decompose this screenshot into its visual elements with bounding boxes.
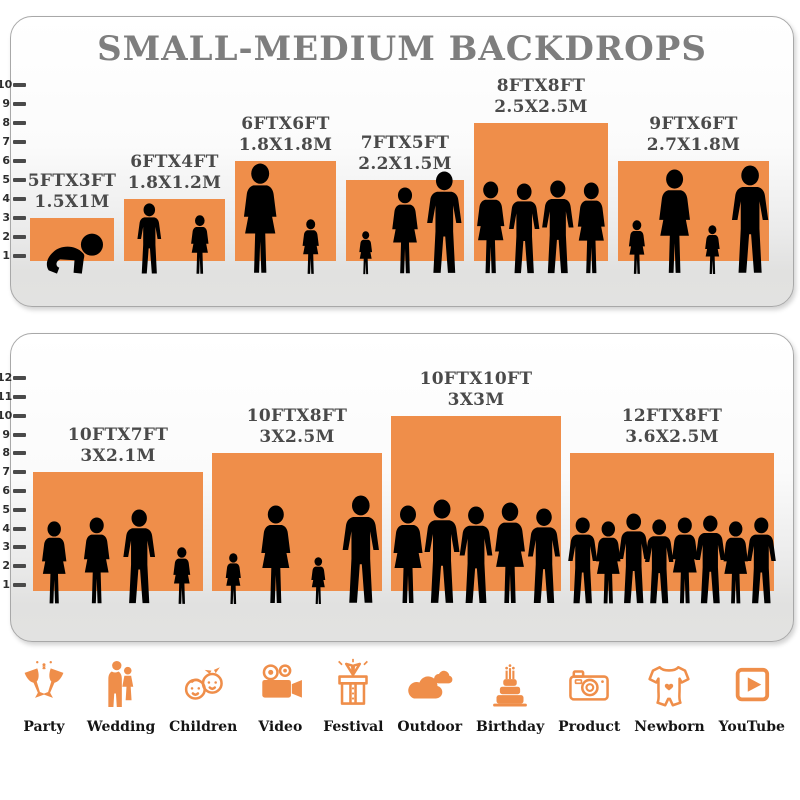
y-axis-tick-label: 7 — [2, 135, 10, 148]
y-axis-tick-label: 4 — [2, 522, 10, 535]
category-label: YouTube — [718, 719, 785, 735]
category-youtube: YouTube — [719, 657, 785, 735]
backdrop-size-label: 10FTX8FT 3X2.5M — [246, 406, 348, 447]
backdrop-size-label: 6FTX6FT 1.8X1.8M — [238, 114, 333, 155]
page-title: SMALL-MEDIUM BACKDROPS — [97, 29, 707, 69]
y-axis-tick-label: 2 — [2, 559, 10, 572]
category-label: Wedding — [86, 719, 156, 735]
y-axis-tick — [13, 254, 26, 258]
backdrop-bar — [570, 453, 774, 591]
backdrop-size-label: 6FTX4FT 1.8X1.2M — [127, 152, 222, 193]
product-icon — [562, 657, 616, 713]
y-axis-tick — [13, 216, 26, 220]
y-axis-tick — [13, 83, 26, 87]
y-axis-tick-label: 6 — [2, 154, 10, 167]
category-label: Newborn — [634, 719, 705, 735]
large-backdrops-panel: 1 2 3 4 5 6 7 8 9 10 11 12 10FTX7FT 3X2.1M 10FTX8FT 3X2… — [0, 333, 794, 642]
backdrop-size-label: 8FTX8FT 2.5X2.5M — [494, 76, 588, 117]
y-axis-tick — [13, 121, 26, 125]
backdrop-size-label: 7FTX5FT 2.2X1.5M — [358, 133, 452, 174]
y-axis-tick — [13, 433, 26, 437]
y-axis-tick — [13, 197, 26, 201]
category-label: Birthday — [476, 719, 545, 735]
y-axis-tick-label: 8 — [2, 116, 10, 129]
backdrop-bar — [346, 180, 464, 261]
backdrop-bar — [33, 472, 203, 591]
category-label: Party — [23, 719, 65, 735]
y-axis-tick — [13, 376, 26, 380]
y-axis-tick-label: 12 — [0, 371, 13, 384]
backdrop-bar — [391, 416, 561, 591]
backdrop-bar — [212, 453, 382, 591]
backdrop-size-label: 5FTX3FT 1.5X1M — [27, 171, 117, 212]
backdrop-bar — [474, 123, 608, 261]
y-axis-tick — [13, 564, 26, 568]
backdrop-bar — [235, 161, 336, 261]
y-axis-tick — [13, 489, 26, 493]
y-axis-tick-label: 11 — [0, 390, 13, 403]
party-icon — [17, 657, 71, 713]
wedding-icon — [94, 657, 148, 713]
y-axis-tick-label: 3 — [2, 211, 10, 224]
backdrop-size-label: 9FTX6FT 2.7X1.8M — [646, 114, 741, 155]
outdoor-icon — [403, 657, 457, 713]
backdrop-bar — [618, 161, 769, 261]
y-axis-tick — [13, 235, 26, 239]
y-axis-tick-label: 5 — [2, 503, 10, 516]
category-label: Product — [558, 719, 621, 735]
y-axis-tick — [13, 508, 26, 512]
category-label: Video — [258, 719, 303, 735]
category-outdoor: Outdoor — [397, 657, 462, 735]
y-axis-tick — [13, 140, 26, 144]
y-axis-tick-label: 4 — [2, 192, 10, 205]
y-axis-tick-label: 10 — [0, 409, 13, 422]
category-children: Children — [169, 657, 237, 735]
category-label: Outdoor — [397, 719, 463, 735]
backdrop-size-label: 10FTX10FT 3X3M — [419, 369, 533, 410]
y-axis-tick-label: 2 — [2, 230, 10, 243]
category-product: Product — [558, 657, 620, 735]
backdrop-bar — [124, 199, 225, 261]
category-birthday: Birthday — [476, 657, 544, 735]
youtube-icon — [725, 657, 779, 713]
y-axis-tick — [13, 583, 26, 587]
category-party: Party — [15, 657, 73, 735]
children-icon — [176, 657, 230, 713]
backdrop-size-label: 12FTX8FT 3.6X2.5M — [621, 406, 723, 447]
festival-icon — [326, 657, 380, 713]
category-icon-row: Party Wedding Chi — [0, 657, 800, 735]
newborn-icon — [642, 657, 696, 713]
y-axis-tick — [13, 527, 26, 531]
y-axis-tick-label: 8 — [2, 446, 10, 459]
y-axis-tick — [13, 451, 26, 455]
birthday-icon — [483, 657, 537, 713]
y-axis-tick-label: 7 — [2, 465, 10, 478]
y-axis-tick-label: 9 — [2, 97, 10, 110]
category-wedding: Wedding — [87, 657, 155, 735]
video-icon — [253, 657, 307, 713]
y-axis-tick — [13, 470, 26, 474]
y-axis-tick-label: 1 — [2, 578, 10, 591]
y-axis-tick-label: 10 — [0, 78, 13, 91]
y-axis-tick — [13, 414, 26, 418]
category-video: Video — [251, 657, 309, 735]
category-label: Children — [169, 719, 238, 735]
y-axis-tick-label: 6 — [2, 484, 10, 497]
small-medium-backdrops-panel: SMALL-MEDIUM BACKDROPS 1 2 3 4 5 6 7 8 9 10 5FTX3F… — [0, 16, 794, 307]
y-axis-tick-label: 3 — [2, 540, 10, 553]
backdrop-size-label: 10FTX7FT 3X2.1M — [67, 425, 169, 466]
y-axis-tick — [13, 159, 26, 163]
category-newborn: Newborn — [634, 657, 705, 735]
y-axis-tick-label: 1 — [2, 249, 10, 262]
y-axis-tick — [13, 545, 26, 549]
category-festival: Festival — [323, 657, 384, 735]
y-axis-tick — [13, 395, 26, 399]
category-label: Festival — [323, 719, 384, 735]
y-axis-tick — [13, 178, 26, 182]
y-axis-tick-label: 5 — [2, 173, 10, 186]
backdrop-bar — [30, 218, 114, 261]
y-axis-tick-label: 9 — [2, 428, 10, 441]
y-axis-tick — [13, 102, 26, 106]
